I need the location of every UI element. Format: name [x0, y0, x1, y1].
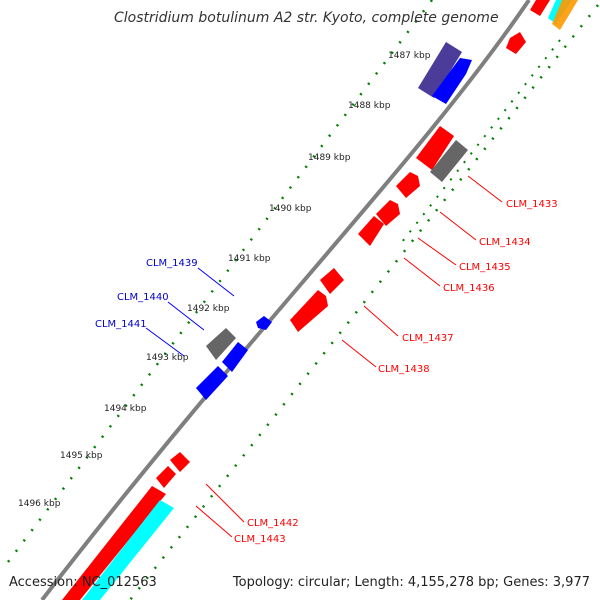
- kbp-label: 1490 kbp: [269, 204, 312, 214]
- kbp-label: 1492 kbp: [187, 304, 230, 314]
- kbp-label: 1487 kbp: [388, 51, 431, 61]
- gene-arrow: [320, 268, 344, 294]
- gene-arrow: [416, 126, 454, 170]
- outer-tick-track-2: [401, 39, 561, 243]
- kbp-label: 1489 kbp: [308, 153, 351, 163]
- forward-label-connectors: [195, 175, 503, 538]
- inner-tick-track: [1, 0, 433, 571]
- gene-label-clm-1436[interactable]: CLM_1436: [443, 283, 495, 294]
- scale-labels: 1487 kbp 1488 kbp 1489 kbp 1490 kbp 1491…: [18, 51, 431, 509]
- gene-label-clm-1437[interactable]: CLM_1437: [402, 333, 454, 344]
- top-gene-group: [506, 0, 578, 54]
- kbp-label: 1494 kbp: [104, 404, 147, 414]
- gene-arrow: [376, 200, 400, 226]
- reverse-label-connectors: [145, 267, 235, 357]
- genome-summary-text: Topology: circular; Length: 4,155,278 bp…: [232, 575, 590, 590]
- gene-arrow: [506, 32, 526, 54]
- forward-genes: [290, 126, 468, 332]
- gene-arrow: [552, 0, 578, 30]
- kbp-label: 1488 kbp: [348, 101, 391, 111]
- gene-arrow: [432, 58, 472, 104]
- kbp-label: 1496 kbp: [18, 499, 61, 509]
- gene-label-clm-1433[interactable]: CLM_1433: [506, 199, 558, 210]
- lower-genes: [62, 452, 190, 600]
- gene-arrow: [206, 328, 236, 360]
- gene-arrow: [170, 452, 190, 472]
- gene-label-clm-1435[interactable]: CLM_1435: [459, 262, 511, 273]
- map-title: Clostridium botulinum A2 str. Kyoto, com…: [114, 10, 499, 26]
- kbp-label: 1495 kbp: [60, 451, 103, 461]
- gene-arrow: [430, 140, 468, 182]
- gene-arrow: [530, 0, 550, 16]
- gene-arrow: [62, 486, 166, 600]
- genome-backbone: [40, 0, 531, 600]
- gene-label-clm-1443[interactable]: CLM_1443: [234, 534, 286, 545]
- forward-gene-labels: CLM_1433 CLM_1434 CLM_1435 CLM_1436 CLM_…: [234, 199, 558, 545]
- kbp-label: 1493 kbp: [146, 353, 189, 363]
- reverse-gene-labels: CLM_1439 CLM_1440 CLM_1441: [95, 258, 198, 330]
- gene-label-clm-1442[interactable]: CLM_1442: [247, 518, 299, 529]
- gene-label-clm-1439[interactable]: CLM_1439: [146, 258, 198, 269]
- gene-arrow: [358, 216, 384, 246]
- gene-label-clm-1441[interactable]: CLM_1441: [95, 319, 147, 330]
- accession-text: Accession: NC_012563: [9, 575, 157, 590]
- gene-arrow: [256, 316, 272, 330]
- gene-arrow: [290, 290, 328, 332]
- gene-arrow: [196, 366, 228, 400]
- gene-label-clm-1438[interactable]: CLM_1438: [378, 364, 430, 375]
- upper-reverse-genes: [418, 42, 472, 104]
- gene-arrow: [418, 42, 462, 98]
- gene-label-clm-1434[interactable]: CLM_1434: [479, 237, 531, 248]
- middle-reverse-genes: [196, 316, 272, 400]
- gene-arrow: [396, 172, 420, 198]
- gene-label-clm-1440[interactable]: CLM_1440: [117, 292, 169, 303]
- gene-arrow: [156, 466, 176, 488]
- outer-tick-track: [129, 4, 599, 600]
- gene-arrow: [82, 500, 174, 600]
- gene-arrow: [222, 342, 248, 372]
- kbp-label: 1491 kbp: [228, 254, 271, 264]
